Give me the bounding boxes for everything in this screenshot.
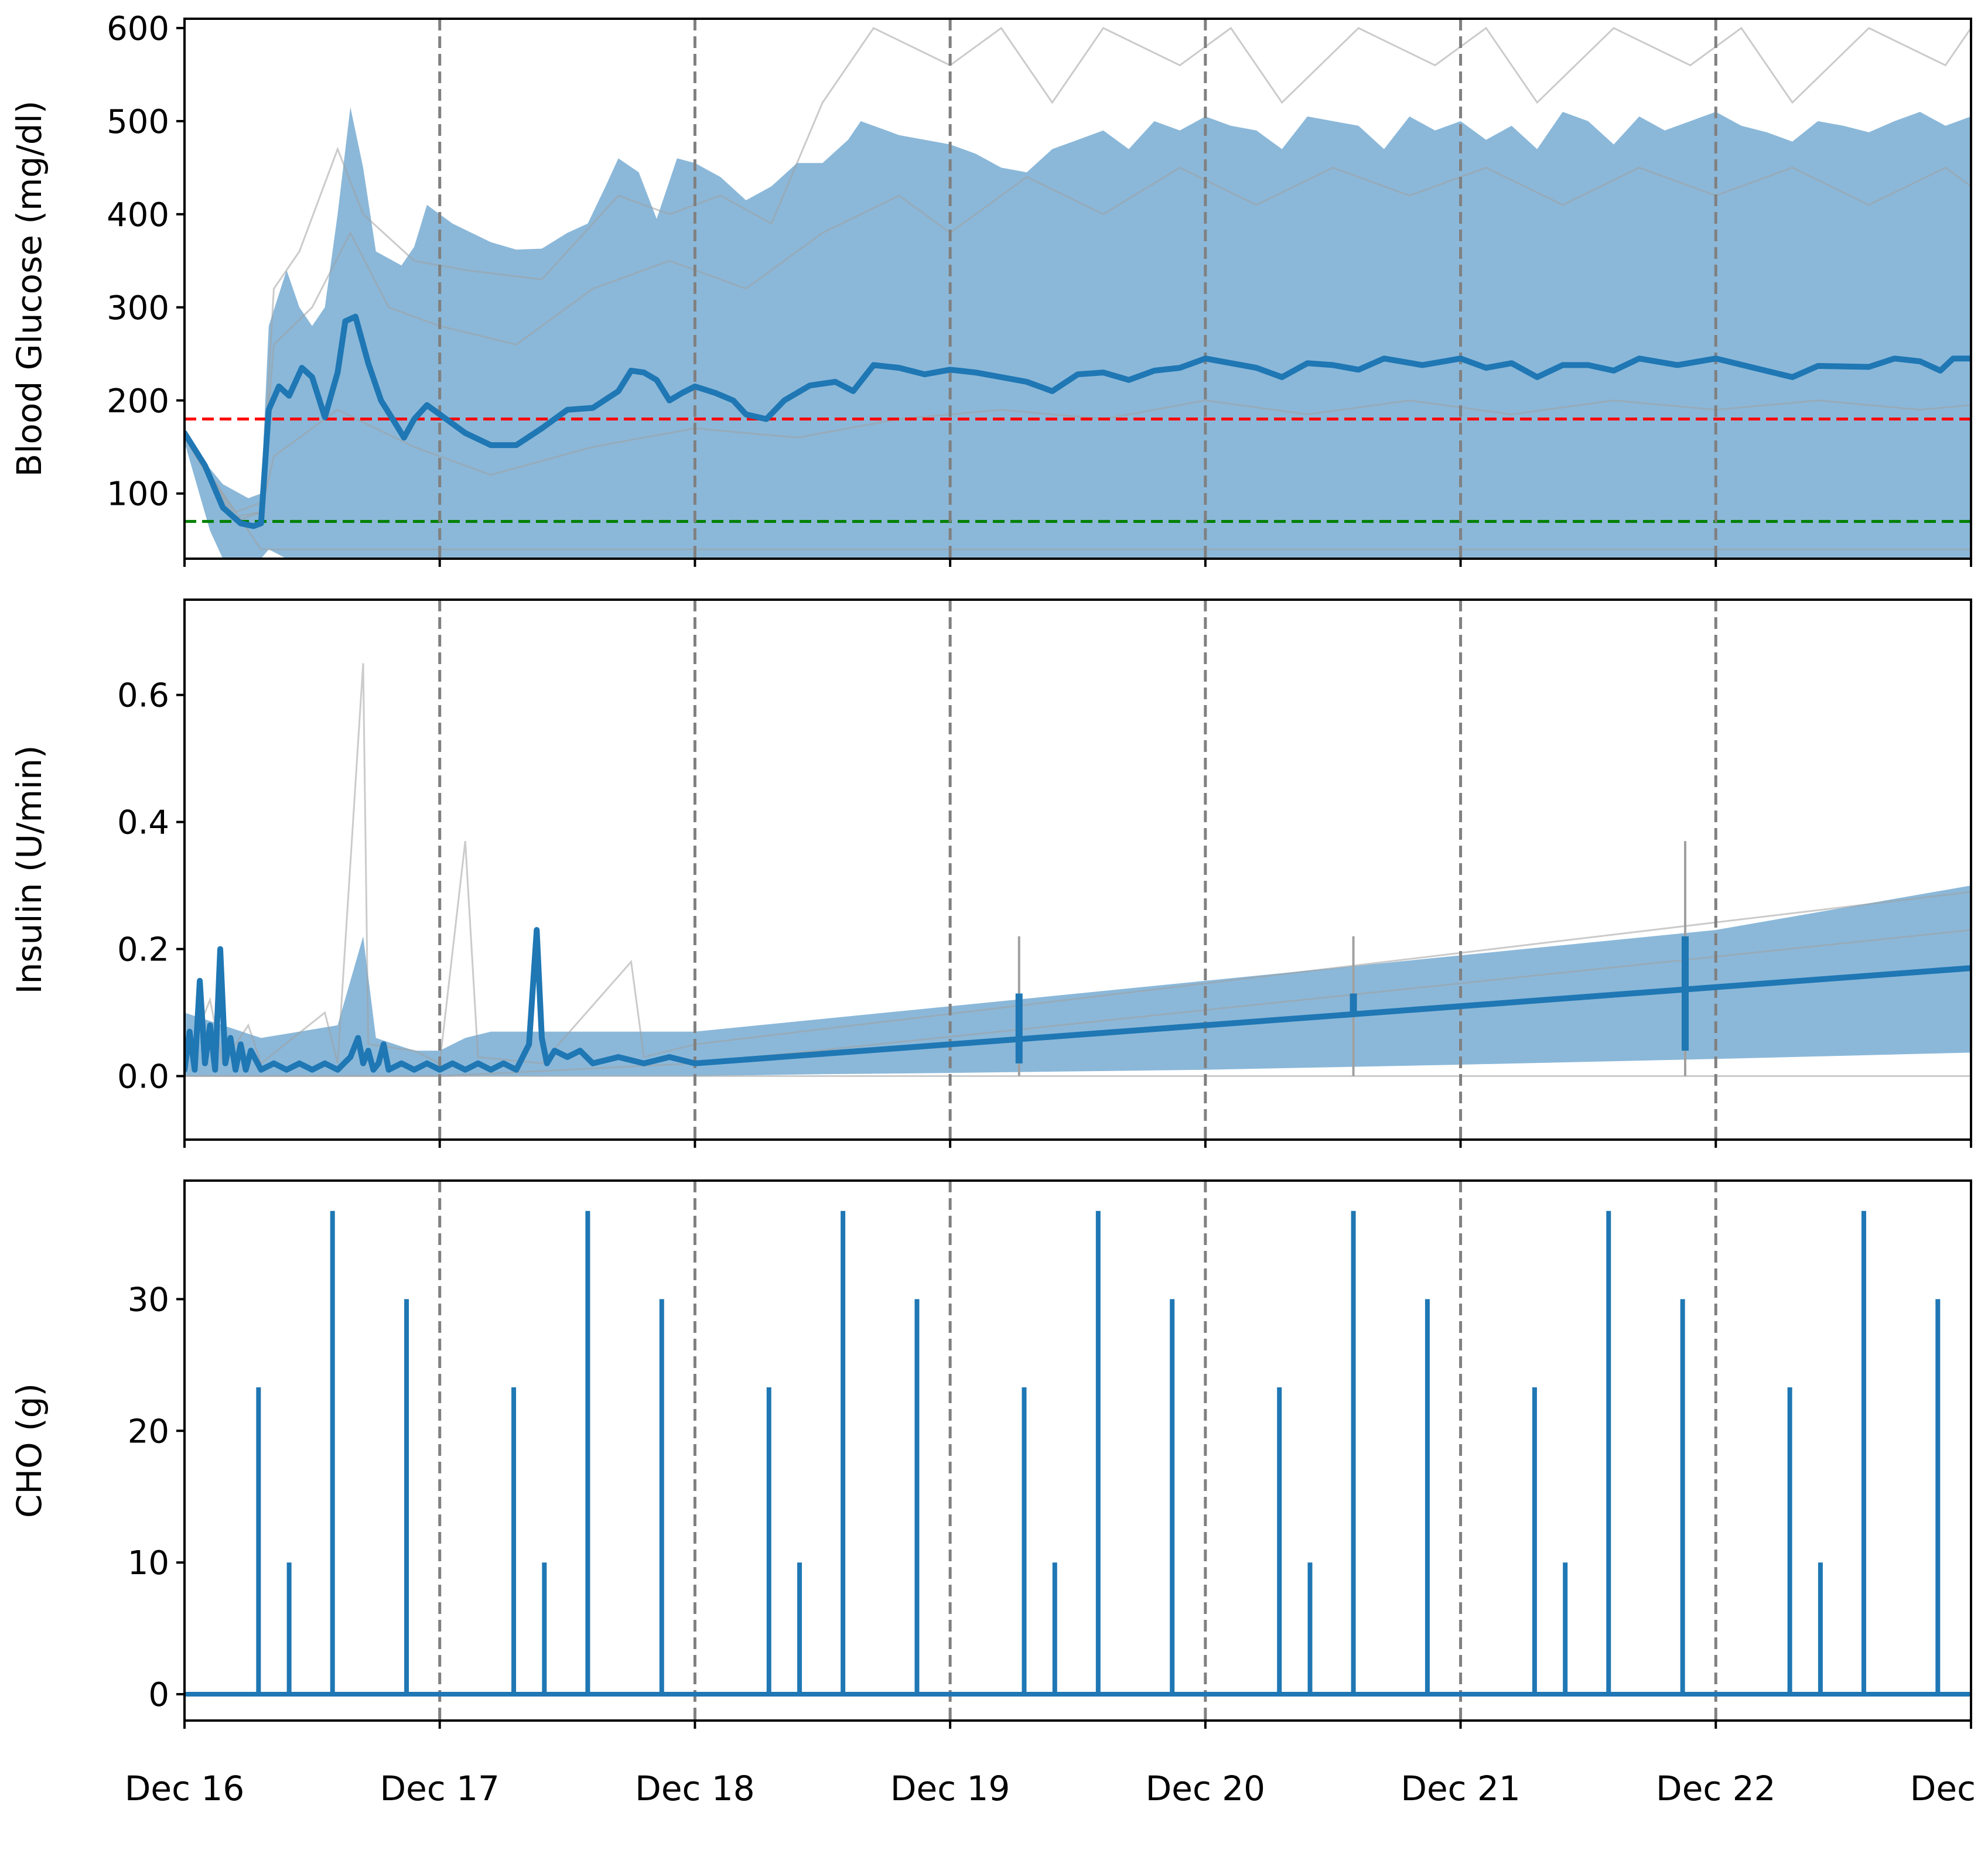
y-tick-label: 300 — [107, 289, 169, 327]
x-tick-label: Dec 22 — [1656, 1769, 1775, 1808]
x-tick-label: Dec 18 — [635, 1769, 754, 1808]
x-tick-label: Dec 19 — [890, 1769, 1010, 1808]
y-tick-label: 0.0 — [117, 1058, 169, 1096]
y-axis-label-3: CHO (g) — [9, 1383, 49, 1518]
x-tick-label: Dec 21 — [1401, 1769, 1520, 1808]
confidence-band — [185, 885, 1971, 1076]
y-tick-label: 0.6 — [117, 677, 169, 715]
mean-line — [185, 927, 1971, 1073]
y-tick-label: 10 — [128, 1544, 169, 1582]
panel-3: 0 10 20 30 CHO (g) — [9, 1179, 1972, 1729]
y-tick-label: 400 — [107, 196, 169, 234]
x-tick-label: Dec 16 — [125, 1769, 244, 1808]
axes-frame-1 — [183, 18, 1972, 560]
x-tick-label: Dec — [1910, 1769, 1976, 1808]
x-tick-label: Dec 17 — [380, 1769, 499, 1808]
plot-area-3 — [185, 1181, 1971, 1721]
patient-trace-1 — [185, 663, 1971, 1066]
y-tick-label: 600 — [107, 10, 169, 48]
plot-area-1 — [185, 19, 1971, 559]
patient-trace-1 — [185, 26, 1971, 523]
x-tick-label: Dec 20 — [1146, 1769, 1265, 1808]
y-tick-label: 20 — [128, 1413, 169, 1451]
y-tick-label: 0.2 — [117, 931, 169, 969]
y-axis-label-1: Blood Glucose (mg/dl) — [9, 101, 49, 477]
y-tick-label: 500 — [107, 103, 169, 141]
panel-2: 0.0 0.2 0.4 0.6 Insulin (U/min) — [9, 599, 1972, 1148]
y-tick-label: 0.4 — [117, 804, 169, 842]
axes-frame-3 — [183, 1179, 1972, 1722]
y-tick-label: 0 — [148, 1676, 169, 1714]
y-axis-label-2: Insulin (U/min) — [9, 745, 49, 994]
panel-1: 100 200 300 400 500 600 Blood Glucose (mg/dl) — [9, 10, 1972, 567]
y-tick-label: 100 — [107, 476, 169, 514]
y-tick-label: 30 — [128, 1281, 169, 1319]
axes-frame-2 — [183, 599, 1972, 1141]
plot-area-2 — [185, 600, 1971, 1140]
confidence-band — [185, 107, 1971, 559]
y-tick-label: 200 — [107, 382, 169, 420]
x-axis-tick-labels: Dec 16 Dec 17 Dec 18 Dec 19 Dec 20 Dec 21 Dec … — [125, 1769, 1976, 1808]
mean-line — [185, 313, 1971, 529]
